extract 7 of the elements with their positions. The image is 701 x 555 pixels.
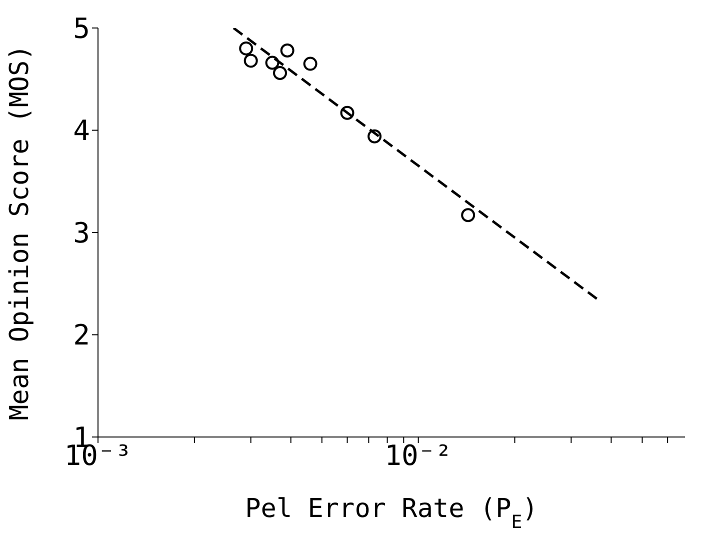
y-axis-title: Mean Opinion Score (MOS) [5, 44, 35, 420]
y-tick-label: 5 [73, 12, 90, 45]
x-tick-label: 10⁻² [384, 438, 452, 472]
x-axis-title: Pel Error Rate (P$_{E}$) [245, 494, 538, 532]
y-tick-label: 2 [73, 318, 90, 352]
y-tick-label: 4 [73, 114, 90, 148]
y-tick-label: 3 [73, 216, 90, 250]
